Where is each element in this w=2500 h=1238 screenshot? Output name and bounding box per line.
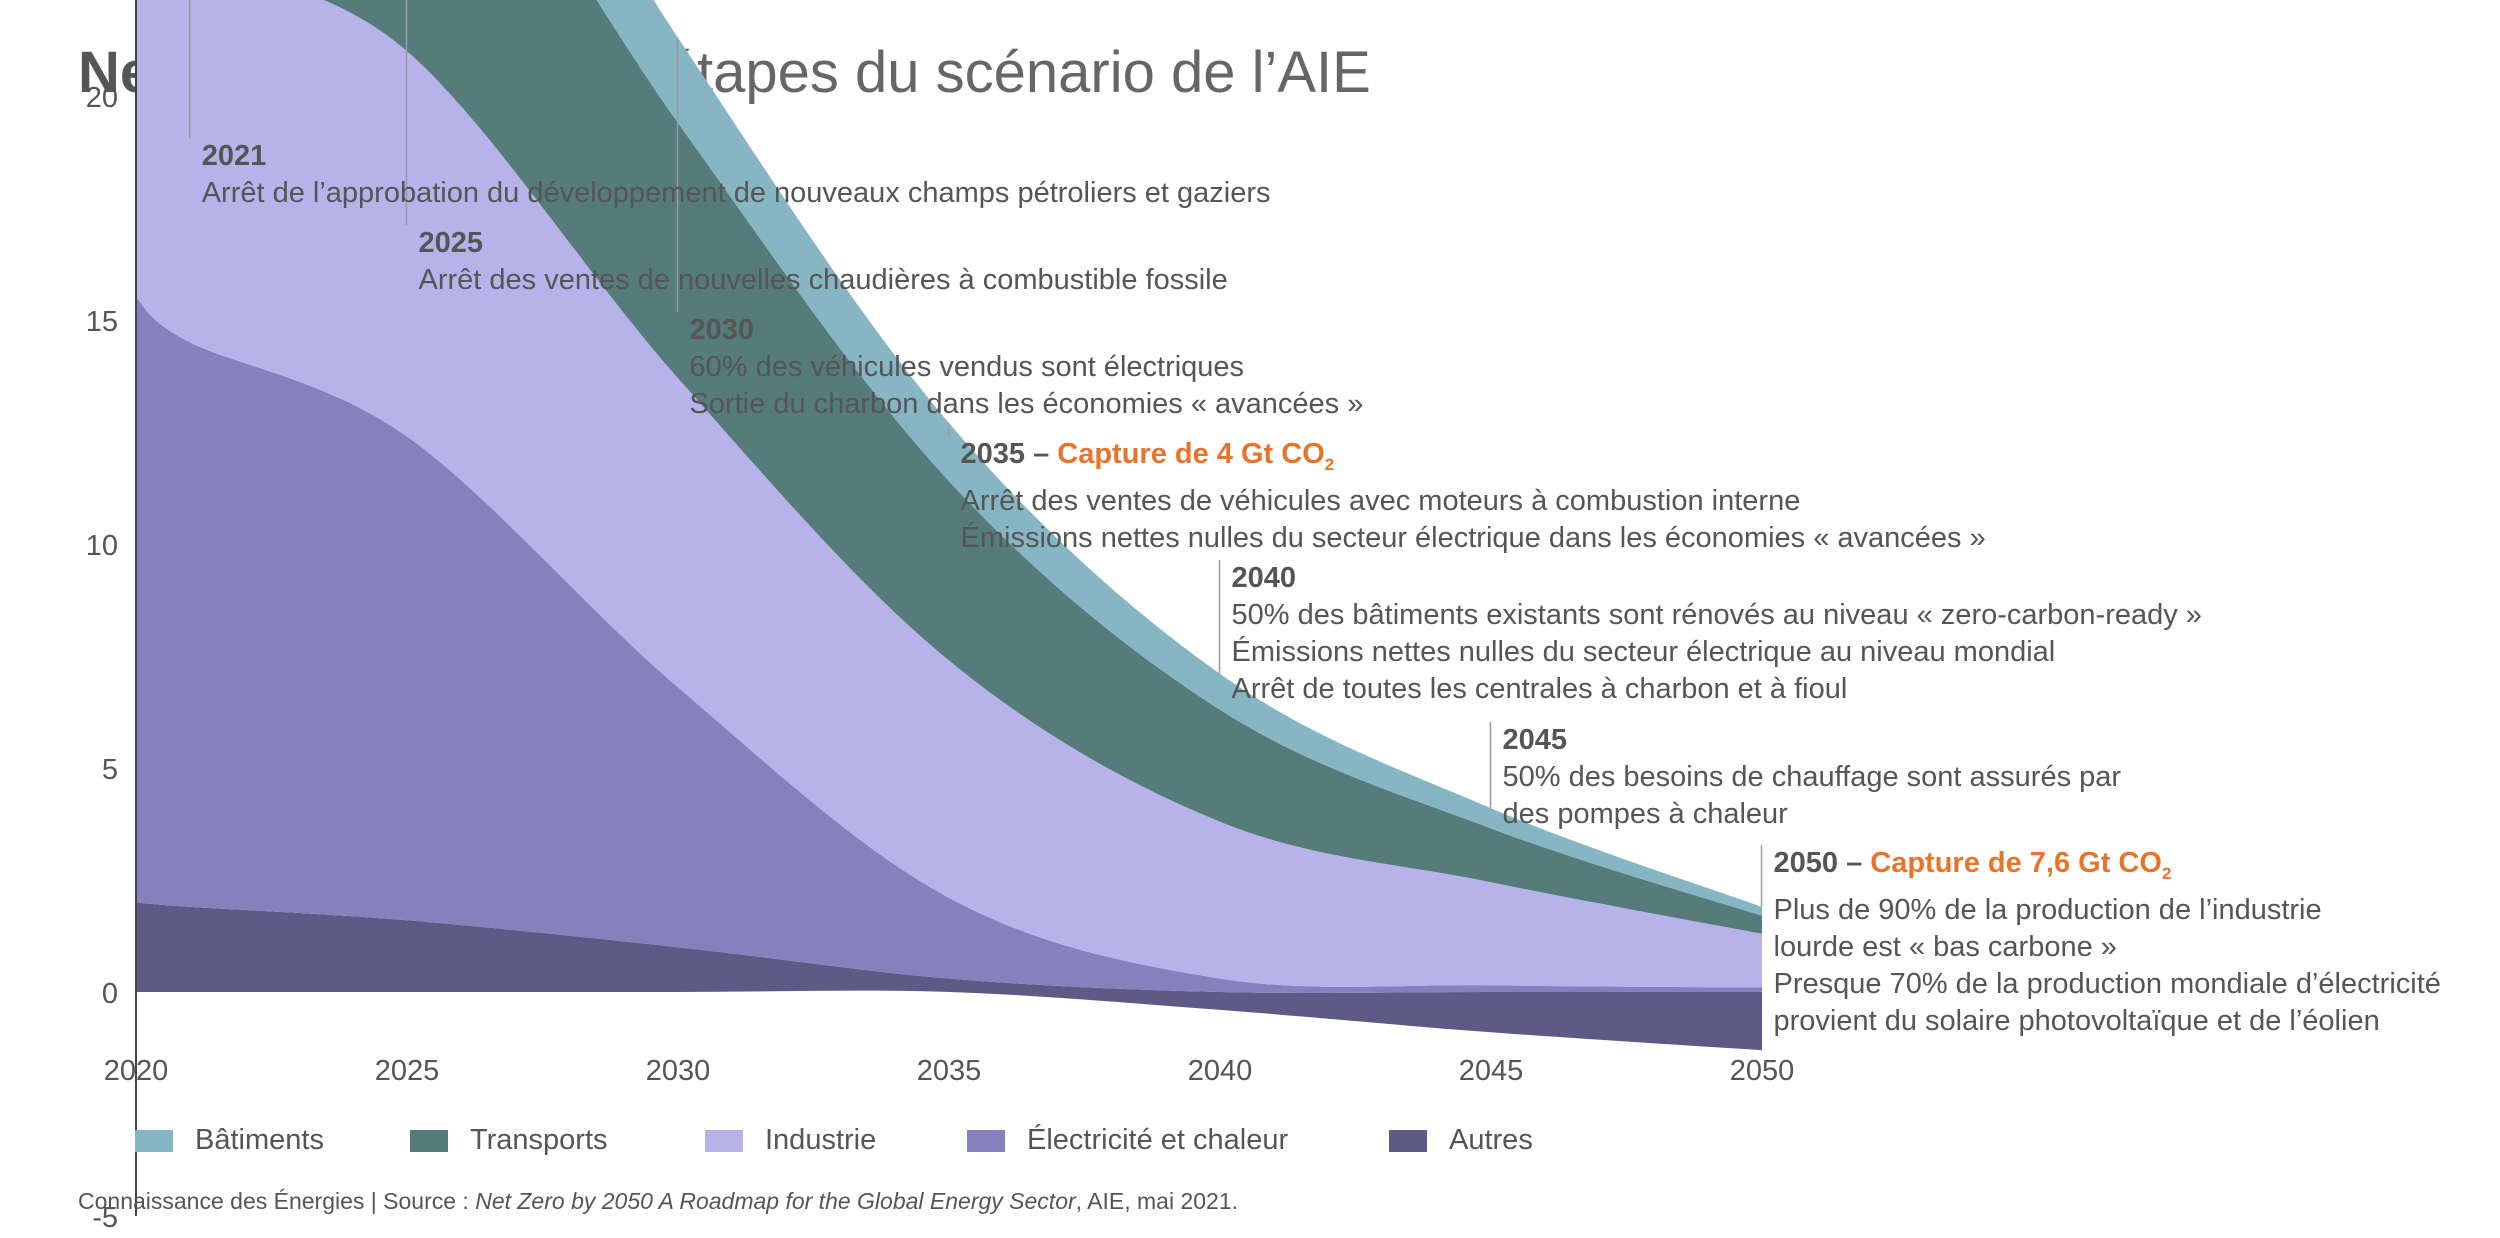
legend-item-transports: Transports bbox=[410, 1124, 608, 1157]
source-note: Connaissance des Énergies | Source : Net… bbox=[78, 1188, 1238, 1215]
x-tick-label: 2040 bbox=[1188, 1055, 1253, 1087]
x-tick-label: 2030 bbox=[646, 1055, 711, 1087]
source-suffix: , AIE, mai 2021. bbox=[1075, 1188, 1239, 1214]
milestone-year: 2045 bbox=[1502, 724, 1568, 756]
legend-item-industrie: Industrie bbox=[705, 1124, 876, 1157]
milestone-year: 2035 bbox=[960, 438, 1026, 470]
milestone-text: Arrêt des ventes de véhicules avec moteu… bbox=[960, 485, 1801, 517]
legend-item-electricite-et-chaleur: Électricité et chaleur bbox=[967, 1124, 1288, 1157]
legend-swatch bbox=[1389, 1129, 1427, 1152]
legend-label: Transports bbox=[470, 1124, 608, 1156]
capture-label: Capture de 7,6 Gt CO bbox=[1870, 847, 2162, 879]
x-tick-label: 2025 bbox=[375, 1055, 440, 1087]
milestone-text: Plus de 90% de la production de l’indust… bbox=[1773, 894, 2322, 926]
milestone-leader-lines bbox=[188, 0, 1763, 907]
milestone-year: 2050 bbox=[1773, 847, 1839, 879]
legend-swatch bbox=[135, 1129, 173, 1152]
milestone-text: Arrêt des ventes de nouvelles chaudières… bbox=[418, 264, 1228, 296]
x-tick-label: 2045 bbox=[1459, 1055, 1524, 1087]
x-tick-label: 2020 bbox=[104, 1055, 169, 1087]
milestone-text: Arrêt de toutes les centrales à charbon … bbox=[1231, 673, 1848, 705]
milestone-2050: 2050 – Capture de 7,6 Gt CO2 Plus de 90% … bbox=[1774, 845, 2441, 1040]
milestone-text: 60% des véhicules vendus sont électrique… bbox=[689, 351, 1245, 383]
legend-label: Bâtiments bbox=[195, 1124, 324, 1156]
area-series bbox=[136, 0, 1762, 1051]
milestone-heading: 2030 bbox=[690, 312, 1364, 349]
milestone-text: provient du solaire photovoltaïque et de… bbox=[1773, 1005, 2380, 1037]
capture-label: Capture de 4 Gt CO bbox=[1057, 438, 1325, 470]
milestone-heading: 2021 bbox=[202, 138, 1271, 175]
milestone-text: 50% des bâtiments existants sont rénovés… bbox=[1231, 599, 2202, 631]
milestone-heading: 2035 – Capture de 4 Gt CO2 bbox=[960, 438, 1335, 474]
milestone-2030: 2030 60% des véhicules vendus sont électr… bbox=[690, 312, 1364, 423]
milestone-2040: 2040 50% des bâtiments existants sont rén… bbox=[1232, 560, 2202, 708]
milestone-2045: 2045 50% des besoins de chauffage sont as… bbox=[1503, 722, 2122, 833]
y-tick-label: 10 bbox=[86, 530, 118, 562]
legend-label: Autres bbox=[1449, 1124, 1533, 1156]
tick-labels: 4035302520151050-52020202520302035204020… bbox=[86, 82, 1795, 1234]
milestone-2025: 2025 Arrêt des ventes de nouvelles chaudi… bbox=[419, 225, 1228, 299]
milestone-text: Émissions nettes nulles du secteur élect… bbox=[960, 522, 1986, 554]
milestone-year: 2021 bbox=[201, 140, 267, 172]
milestone-text: Émissions nettes nulles du secteur élect… bbox=[1231, 636, 2056, 668]
legend-swatch bbox=[967, 1129, 1005, 1152]
milestone-year: 2040 bbox=[1231, 562, 1297, 594]
legend-item-batiments: Bâtiments bbox=[135, 1124, 324, 1157]
y-tick-label: 20 bbox=[86, 82, 118, 114]
source-title: Net Zero by 2050 A Roadmap for the Globa… bbox=[475, 1188, 1076, 1214]
milestone-heading: 2025 bbox=[419, 225, 1228, 262]
source-prefix: Connaissance des Énergies | Source : bbox=[78, 1188, 476, 1214]
milestone-2035: 2035 – Capture de 4 Gt CO2 Arrêt des vent… bbox=[961, 436, 1986, 557]
milestone-text: 50% des besoins de chauffage sont assuré… bbox=[1502, 761, 2122, 793]
milestone-text: Presque 70% de la production mondiale d’… bbox=[1773, 968, 2441, 1000]
milestone-text: des pompes à chaleur bbox=[1502, 798, 1788, 830]
y-tick-label: 15 bbox=[86, 306, 118, 338]
x-tick-label: 2050 bbox=[1730, 1055, 1795, 1087]
area-electricite-et-chaleur bbox=[136, 297, 1762, 993]
milestone-year: 2030 bbox=[689, 314, 755, 346]
area-autres bbox=[136, 902, 1762, 1051]
y-tick-label: 5 bbox=[102, 754, 118, 786]
milestone-text: Sortie du charbon dans les économies « a… bbox=[689, 388, 1364, 420]
milestone-heading: 2045 bbox=[1503, 722, 2122, 759]
area-batiments bbox=[596, 0, 1762, 916]
legend-item-autres: Autres bbox=[1389, 1124, 1533, 1157]
milestone-year: 2025 bbox=[418, 227, 484, 259]
legend-swatch bbox=[705, 1129, 743, 1152]
capture-subscript: 2 bbox=[1324, 455, 1335, 474]
milestone-text: Arrêt de l’approbation du développement … bbox=[201, 177, 1271, 209]
milestone-2021: 2021 Arrêt de l’approbation du développem… bbox=[202, 138, 1271, 212]
capture-subscript: 2 bbox=[2161, 864, 2172, 883]
y-tick-label: 0 bbox=[102, 978, 118, 1010]
legend-swatch bbox=[410, 1129, 448, 1152]
legend-label: Industrie bbox=[765, 1124, 877, 1156]
milestone-text: lourde est « bas carbone » bbox=[1773, 931, 2117, 963]
area-transports bbox=[323, 0, 1762, 934]
legend-label: Électricité et chaleur bbox=[1027, 1124, 1289, 1156]
milestone-heading: 2050 – Capture de 7,6 Gt CO2 bbox=[1773, 847, 2172, 883]
x-tick-label: 2035 bbox=[917, 1055, 982, 1087]
milestone-heading: 2040 bbox=[1232, 560, 2202, 597]
area-industrie bbox=[136, 0, 1762, 988]
y-tick-label: -5 bbox=[92, 1202, 118, 1234]
